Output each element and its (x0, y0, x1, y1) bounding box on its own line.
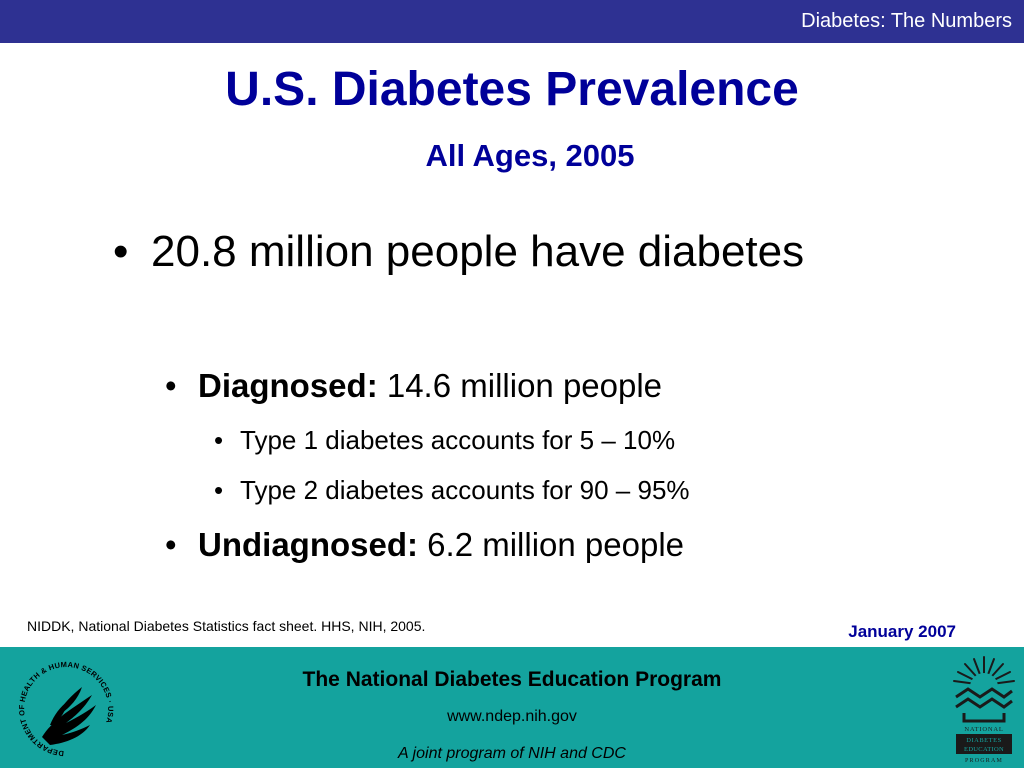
bullet-bold-label: Undiagnosed: (198, 526, 418, 563)
footer-url: www.ndep.nih.gov (447, 708, 577, 725)
bullet-text: Type 2 diabetes accounts for 90 – 95% (240, 475, 690, 505)
svg-text:EDUCATION: EDUCATION (964, 746, 1004, 753)
bullet-text: 6.2 million people (418, 526, 684, 563)
bullet-dot: • (214, 425, 224, 455)
ndep-sunburst-icon: NATIONAL DIABETES EDUCATION PROGRAM (953, 656, 1015, 764)
bullet-text: 14.6 million people (377, 367, 663, 404)
slide-date: January 2007 (848, 622, 956, 641)
bullet-dot: • (214, 475, 224, 505)
source-citation: NIDDK, National Diabetes Statistics fact… (27, 618, 426, 634)
svg-text:PROGRAM: PROGRAM (965, 758, 1003, 764)
bullet-text: 20.8 million people have diabetes (151, 227, 805, 276)
bullet-total: • 20.8 million people have diabetes (113, 226, 804, 278)
svg-text:NATIONAL: NATIONAL (964, 726, 1003, 733)
footer-joint-program: A joint program of NIH and CDC (398, 745, 626, 762)
bullet-diagnosed: • Diagnosed: 14.6 million people (165, 366, 662, 406)
svg-text:DIABETES: DIABETES (966, 737, 1001, 744)
slide-title: U.S. Diabetes Prevalence (225, 63, 799, 116)
bullet-undiagnosed: • Undiagnosed: 6.2 million people (165, 525, 684, 565)
footer-bar: DEPARTMENT OF HEALTH & HUMAN SERVICES · … (0, 647, 1024, 768)
bullet-dot: • (165, 526, 177, 563)
footer-org: The National Diabetes Education Program (302, 668, 722, 691)
header-label: Diabetes: The Numbers (801, 10, 1012, 32)
top-bar: Diabetes: The Numbers (0, 0, 1024, 43)
bullet-type2: • Type 2 diabetes accounts for 90 – 95% (214, 474, 690, 506)
hhs-eagle-seal-icon: DEPARTMENT OF HEALTH & HUMAN SERVICES · … (17, 660, 115, 758)
bullet-text: Type 1 diabetes accounts for 5 – 10% (240, 425, 676, 455)
bullet-dot: • (165, 367, 177, 404)
bullet-bold-label: Diagnosed: (198, 367, 378, 404)
slide-subtitle: All Ages, 2005 (425, 138, 635, 173)
bullet-type1: • Type 1 diabetes accounts for 5 – 10% (214, 424, 675, 456)
bullet-dot: • (113, 227, 129, 276)
